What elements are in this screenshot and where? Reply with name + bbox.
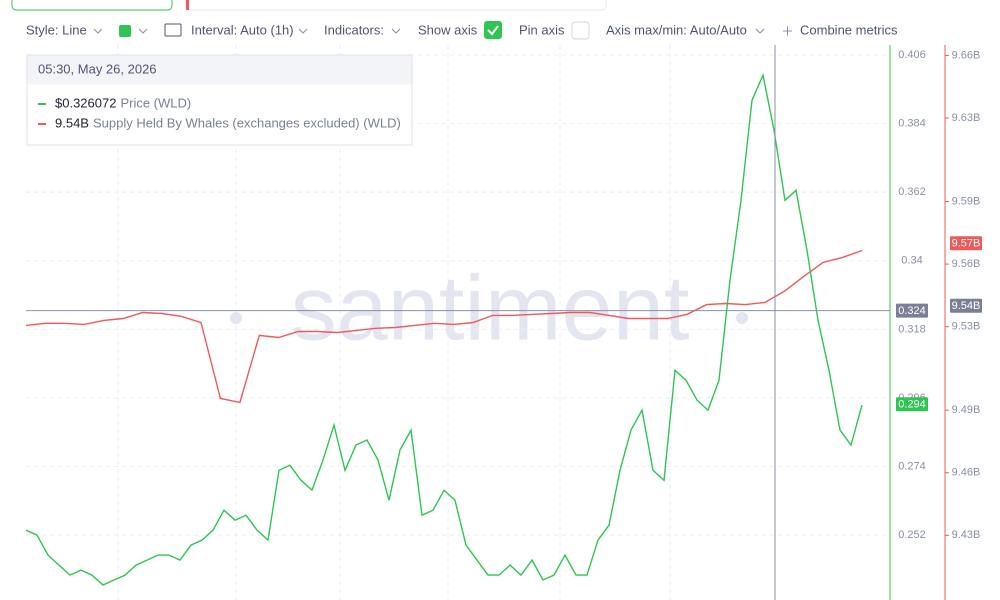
- chevron: [391, 28, 401, 34]
- tooltip: 05:30, May 26, 2026 $0.326072 Price (WLD) 9…: [26, 54, 413, 146]
- style-dropdown[interactable]: Style: Line: [26, 22, 87, 37]
- show-axis-label[interactable]: Show axis: [418, 22, 478, 37]
- y-tick-label: 0.318: [898, 323, 926, 335]
- pin-axis-checkbox[interactable]: [571, 21, 590, 40]
- y-tick-label: 0.406: [898, 49, 926, 61]
- y2-tick-label: 9.43B: [952, 529, 981, 541]
- crosshair-y-label: 0.324: [898, 305, 926, 317]
- chevron: [755, 28, 765, 34]
- toolbar: Style: Line Interval: Auto (1h) Indicato…: [26, 21, 898, 40]
- tooltip-name: Price (WLD): [120, 95, 191, 110]
- last-y-label: 0.294: [898, 399, 926, 411]
- chevron: [138, 28, 148, 34]
- plus-icon: [783, 26, 792, 36]
- watermark-dot: [230, 312, 242, 324]
- chevron: [93, 28, 103, 34]
- tooltip-name: Supply Held By Whales (exchanges exclude…: [93, 115, 401, 130]
- chip-accent: [186, 0, 189, 10]
- tooltip-header: [27, 55, 412, 85]
- y-tick-label: 0.252: [898, 529, 926, 541]
- pin-axis-label[interactable]: Pin axis: [519, 22, 565, 37]
- interval-dropdown[interactable]: Interval: Auto (1h): [191, 22, 294, 37]
- show-axis-checkbox[interactable]: [484, 21, 502, 39]
- last-y2-label-bg: [950, 236, 982, 251]
- interval-icon: [164, 23, 182, 37]
- y2-tick-label: 9.66B: [952, 49, 981, 61]
- last-y2-label: 9.57B: [952, 238, 981, 250]
- tooltip-date: 05:30, May 26, 2026: [38, 61, 157, 76]
- y-tick-label: 0.384: [898, 117, 926, 129]
- y2-tick-label: 9.49B: [952, 404, 981, 416]
- y2-tick-label: 9.56B: [952, 258, 981, 270]
- y2-tick-label: 9.53B: [952, 321, 981, 333]
- y2-tick-label: 9.59B: [952, 195, 981, 207]
- last-y-label-bg: [896, 397, 928, 412]
- y-tick-label: 0.274: [898, 460, 926, 472]
- color-swatch[interactable]: [119, 25, 131, 37]
- tooltip-value: 9.54B: [55, 115, 89, 130]
- plot: santiment0.4060.3840.3620.340.3180.2960.…: [25, 45, 982, 600]
- checkmark: [487, 25, 499, 36]
- metric-chip[interactable]: [185, 0, 607, 11]
- axis-maxmin-dropdown[interactable]: Axis max/min: Auto/Auto: [606, 22, 747, 37]
- series-line: [25, 72, 863, 586]
- crosshair-y-label-bg: [896, 303, 928, 318]
- y2-tick-label: 9.46B: [952, 467, 981, 479]
- crosshair-y2-label-bg: [950, 298, 982, 313]
- watermark: santiment: [291, 257, 690, 359]
- series-line: [25, 249, 863, 404]
- combine-metrics-button[interactable]: Combine metrics: [800, 22, 898, 37]
- y-tick-label: 0.34: [901, 255, 922, 267]
- indicators-dropdown[interactable]: Indicators:: [324, 22, 384, 37]
- watermark-dot: [736, 312, 748, 324]
- y-tick-label: 0.362: [898, 186, 926, 198]
- y2-tick-label: 9.63B: [952, 112, 981, 124]
- crosshair-y2-label: 9.54B: [952, 300, 981, 312]
- chevron: [298, 28, 308, 34]
- tooltip-value: $0.326072: [55, 95, 116, 110]
- metric-chip[interactable]: [11, 0, 173, 11]
